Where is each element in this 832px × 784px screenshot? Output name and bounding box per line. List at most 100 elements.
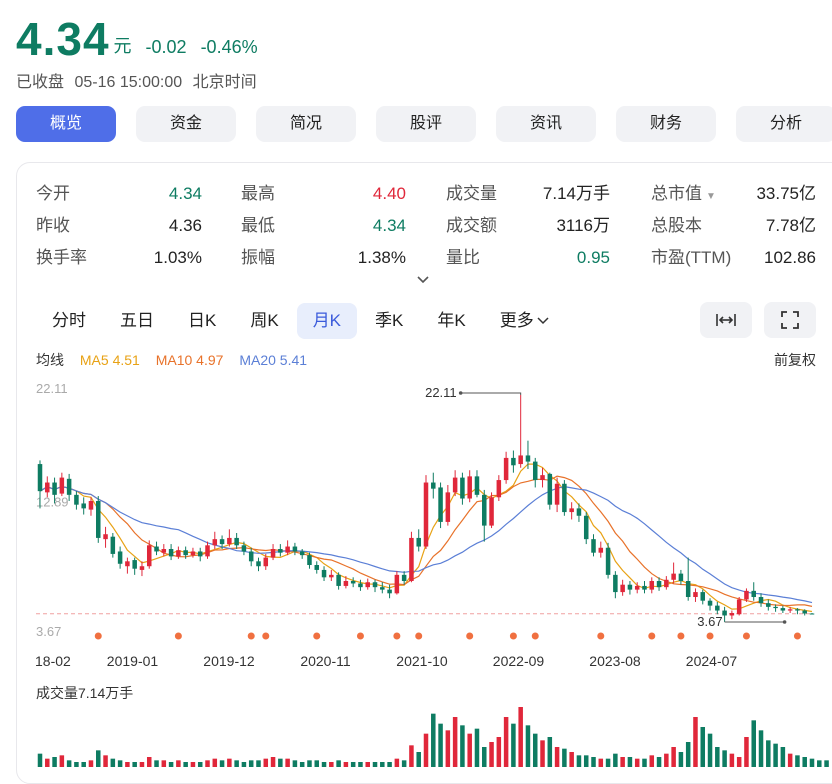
fullscreen-button[interactable] xyxy=(764,302,816,338)
stat-label: 总市值 ▼ xyxy=(651,180,716,208)
x-axis-label: 2022-09 xyxy=(493,653,545,669)
period-tab-3[interactable]: 周K xyxy=(234,303,294,339)
period-tab-6[interactable]: 年K xyxy=(421,303,481,339)
candle xyxy=(365,578,370,590)
caret-down-icon[interactable]: ▼ xyxy=(706,191,716,202)
candle xyxy=(809,613,815,615)
volume-chart xyxy=(37,707,829,767)
tab-0[interactable]: 概览 xyxy=(16,106,116,142)
stat-label-text: 市盈(TTM) xyxy=(651,248,732,267)
dividend-marker[interactable] xyxy=(648,632,656,640)
period-tab-2[interactable]: 日K xyxy=(172,303,232,339)
dividend-marker[interactable] xyxy=(706,632,714,640)
dividend-marker[interactable] xyxy=(174,632,182,640)
candle xyxy=(161,544,167,557)
period-tab-5[interactable]: 季K xyxy=(359,303,419,339)
candle xyxy=(321,566,327,582)
candle xyxy=(744,588,749,602)
fit-width-button[interactable] xyxy=(700,302,752,338)
stat-label: 振幅 xyxy=(241,244,275,272)
stat-label-text: 振幅 xyxy=(241,248,275,267)
tab-1[interactable]: 资金 xyxy=(136,106,236,142)
tab-3[interactable]: 股评 xyxy=(376,106,476,142)
dividend-marker[interactable] xyxy=(393,632,401,640)
dividend-marker[interactable] xyxy=(677,632,685,640)
candle xyxy=(132,557,137,575)
ma20-line xyxy=(39,485,813,604)
volume-bar xyxy=(540,740,545,767)
volume-bar xyxy=(132,762,137,767)
tab-2[interactable]: 简况 xyxy=(256,106,356,142)
stat-value: 4.34 xyxy=(168,184,202,203)
candle xyxy=(562,480,567,516)
period-tab-0[interactable]: 分时 xyxy=(36,303,102,339)
candle xyxy=(314,561,320,574)
volume-bar xyxy=(460,725,465,767)
dividend-marker[interactable] xyxy=(531,632,539,640)
dividend-marker[interactable] xyxy=(415,632,423,640)
candle xyxy=(431,472,436,499)
dividend-marker[interactable] xyxy=(262,632,270,640)
volume-bar xyxy=(81,762,86,767)
dividend-marker[interactable] xyxy=(509,632,517,640)
volume-bar xyxy=(664,753,669,767)
volume-bar xyxy=(824,760,829,767)
status-timezone: 北京时间 xyxy=(192,74,257,91)
candle xyxy=(81,497,86,515)
stat-label-text: 量比 xyxy=(446,248,480,267)
volume-bar xyxy=(45,758,50,767)
candle xyxy=(525,440,531,469)
dividend-marker[interactable] xyxy=(356,632,364,640)
dividend-marker[interactable] xyxy=(466,632,474,640)
volume-bar xyxy=(190,762,196,767)
adjust-mode-button[interactable]: 前复权 xyxy=(774,352,816,368)
expand-chevron-icon[interactable] xyxy=(416,275,430,285)
candle xyxy=(197,547,203,562)
tab-6[interactable]: 分析 xyxy=(736,106,832,142)
volume-bar xyxy=(649,755,655,767)
ma-title: 均线 xyxy=(36,352,64,368)
period-label: 年K xyxy=(437,311,466,330)
tab-4[interactable]: 资讯 xyxy=(496,106,596,142)
volume-bar xyxy=(787,753,793,767)
y-axis-label: 22.11 xyxy=(36,381,68,396)
dividend-marker[interactable] xyxy=(793,632,801,640)
volume-bar xyxy=(161,760,167,767)
candle xyxy=(139,561,145,577)
period-tab-4[interactable]: 月K xyxy=(296,303,358,339)
tab-5[interactable]: 财务 xyxy=(616,106,716,142)
period-label: 五日 xyxy=(120,311,154,330)
x-axis-label: 2024-07 xyxy=(686,653,738,669)
volume-bar xyxy=(248,760,254,767)
candle xyxy=(736,597,742,616)
period-tab-7[interactable]: 更多 xyxy=(484,303,565,339)
volume-bar xyxy=(627,757,633,767)
kline-chart[interactable]: 22.11 12.89 3.67 22.11 3.67 18-02 2019-01 2019-… xyxy=(0,375,832,675)
volume-bar xyxy=(736,757,742,767)
stat-value: 7.78亿 xyxy=(765,216,816,235)
candle xyxy=(787,606,793,614)
dividend-marker[interactable] xyxy=(247,632,255,640)
min-price-label: 3.67 xyxy=(697,614,722,629)
period-tab-1[interactable]: 五日 xyxy=(104,303,170,339)
candle xyxy=(125,557,130,574)
volume-bar xyxy=(176,760,181,767)
stat-value: 0.95 xyxy=(576,248,610,267)
market-status: 已收盘 05-16 15:00:00 北京时间 xyxy=(16,68,257,92)
volume-bar xyxy=(795,755,800,767)
candle xyxy=(248,547,254,567)
dividend-marker[interactable] xyxy=(94,632,102,640)
volume-bar xyxy=(66,760,72,767)
candle xyxy=(649,577,655,594)
dividend-marker[interactable] xyxy=(742,632,750,640)
period-label: 分时 xyxy=(52,311,86,330)
dividend-marker[interactable] xyxy=(597,632,605,640)
volume-bar xyxy=(722,750,727,767)
candle xyxy=(227,529,232,547)
volume-bar xyxy=(416,752,421,767)
dividend-marker[interactable] xyxy=(313,632,321,640)
stat-label: 最低 xyxy=(241,212,275,240)
volume-bar xyxy=(547,737,553,767)
candle xyxy=(634,582,640,594)
current-price: 4.34 xyxy=(16,13,110,65)
